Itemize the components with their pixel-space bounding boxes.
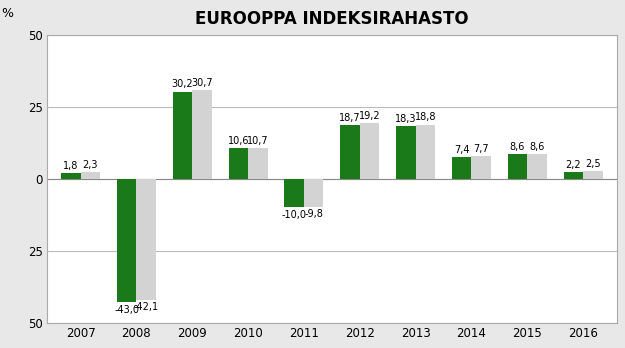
Bar (192, 90, 212, 179)
Title: EUROOPPA INDEKSIRAHASTO: EUROOPPA INDEKSIRAHASTO (195, 10, 469, 27)
Bar (528, 154, 547, 179)
Bar (360, 123, 379, 179)
Text: 18,8: 18,8 (414, 112, 436, 122)
Bar (304, 179, 324, 207)
Bar (583, 172, 602, 179)
Bar (229, 148, 248, 179)
Text: 2,3: 2,3 (82, 160, 98, 170)
Bar (117, 179, 136, 302)
Bar (508, 154, 528, 179)
Text: 30,2: 30,2 (172, 79, 193, 89)
Text: -42,1: -42,1 (134, 302, 159, 312)
Text: -9,8: -9,8 (304, 209, 323, 219)
Text: 7,4: 7,4 (454, 145, 469, 155)
Text: 19,2: 19,2 (359, 111, 381, 121)
Text: 10,7: 10,7 (247, 135, 269, 145)
Text: -43,0: -43,0 (114, 304, 139, 315)
Text: -10,0: -10,0 (282, 210, 307, 220)
Bar (284, 179, 304, 207)
Text: 8,6: 8,6 (529, 142, 545, 152)
Bar (452, 157, 471, 179)
Text: 7,7: 7,7 (474, 144, 489, 154)
Bar (471, 157, 491, 179)
Text: 18,3: 18,3 (395, 114, 417, 124)
Text: 18,7: 18,7 (339, 112, 361, 122)
Text: 2,2: 2,2 (566, 160, 581, 170)
Bar (396, 126, 416, 179)
Bar (173, 92, 192, 179)
Text: 10,6: 10,6 (228, 136, 249, 146)
Bar (416, 125, 435, 179)
Bar (136, 179, 156, 300)
Text: %: % (1, 7, 14, 20)
Text: 2,5: 2,5 (585, 159, 601, 169)
Text: 1,8: 1,8 (63, 161, 79, 171)
Bar (248, 148, 268, 179)
Bar (564, 172, 583, 179)
Text: 30,7: 30,7 (191, 78, 213, 88)
Bar (340, 125, 360, 179)
Bar (61, 173, 81, 179)
Text: 8,6: 8,6 (510, 142, 525, 152)
Bar (81, 172, 100, 179)
